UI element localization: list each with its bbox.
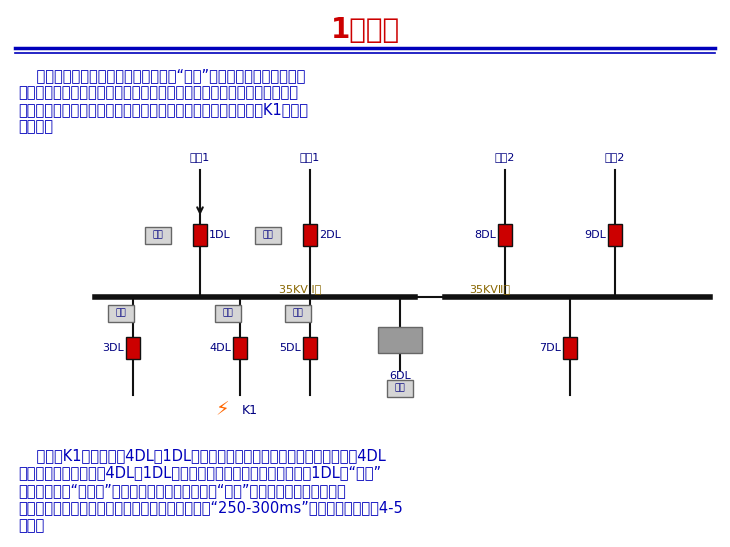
- Text: 6DL: 6DL: [389, 371, 411, 381]
- Text: 保护: 保护: [263, 230, 273, 240]
- Text: 进行分析: 进行分析: [18, 119, 53, 134]
- Text: 息共享，更无法实现数据相互交换。当系统某点发生故障时，各相关继电: 息共享，更无法实现数据相互交换。当系统某点发生故障时，各相关继电: [18, 85, 298, 100]
- Bar: [233, 337, 247, 359]
- Text: 35KV Ⅰ母: 35KV Ⅰ母: [279, 284, 321, 294]
- Text: 传统继电保护装置大都是相互独立的“孤岛”，保护装置间尚未实现信: 传统继电保护装置大都是相互独立的“孤岛”，保护装置间尚未实现信: [18, 68, 305, 83]
- Text: 不是随意设定的。根据设计惯例，保护时限级差在“250-300ms”之间，保护层级在4-5: 不是随意设定的。根据设计惯例，保护时限级差在“250-300ms”之间，保护层级…: [18, 501, 403, 515]
- Bar: [285, 305, 311, 322]
- Text: 出线1: 出线1: [300, 152, 320, 162]
- Text: 1、引言: 1、引言: [331, 16, 399, 44]
- Bar: [303, 224, 317, 246]
- Text: 保护: 保护: [223, 309, 234, 317]
- Text: 35KVⅡ母: 35KVⅡ母: [469, 284, 510, 294]
- Bar: [126, 337, 140, 359]
- Text: 4DL: 4DL: [209, 343, 231, 353]
- Text: 保护: 保护: [293, 309, 304, 317]
- Bar: [563, 337, 577, 359]
- Bar: [145, 226, 171, 243]
- Text: 7DL: 7DL: [539, 343, 561, 353]
- Text: 2DL: 2DL: [319, 230, 341, 240]
- Text: 出线2: 出线2: [605, 152, 625, 162]
- Text: 来保证保护的“选择性”问题。但现场情况是：保护“时限”往往是上级保护所限定，: 来保证保护的“选择性”问题。但现场情况是：保护“时限”往往是上级保护所限定，: [18, 483, 346, 498]
- Text: 5DL: 5DL: [280, 343, 301, 353]
- Bar: [378, 327, 422, 353]
- Text: 1DL: 1DL: [209, 230, 231, 240]
- Text: 进线1: 进线1: [190, 152, 210, 162]
- Bar: [255, 226, 281, 243]
- Text: K1: K1: [242, 404, 258, 416]
- Bar: [193, 224, 207, 246]
- Text: 8DL: 8DL: [474, 230, 496, 240]
- Text: 应切除故障，由于流经4DL、1DL故障电流大小几乎相等，此时只有靠1DL的“时限”: 应切除故障，由于流经4DL、1DL故障电流大小几乎相等，此时只有靠1DL的“时限…: [18, 465, 381, 480]
- Text: 举例：K1点故障时，4DL、1DL均有故障电流流过，根据故障发生的区域，4DL: 举例：K1点故障时，4DL、1DL均有故障电流流过，根据故障发生的区域，4DL: [18, 448, 385, 463]
- Text: 之间。: 之间。: [18, 518, 45, 533]
- Text: ⚡: ⚡: [215, 400, 229, 420]
- Bar: [215, 305, 241, 322]
- Text: 进线2: 进线2: [495, 152, 515, 162]
- Bar: [498, 224, 512, 246]
- Bar: [108, 305, 134, 322]
- Bar: [303, 337, 317, 359]
- Bar: [608, 224, 622, 246]
- Bar: [387, 380, 413, 397]
- Text: 3DL: 3DL: [102, 343, 124, 353]
- Text: 保护: 保护: [395, 383, 405, 393]
- Text: 9DL: 9DL: [584, 230, 606, 240]
- Text: 保护仅依据自身保护特性和整定时限完成相应动作，以下图为例K1点故障: 保护仅依据自身保护特性和整定时限完成相应动作，以下图为例K1点故障: [18, 102, 308, 117]
- Text: 保护: 保护: [115, 309, 126, 317]
- Text: 保护: 保护: [153, 230, 164, 240]
